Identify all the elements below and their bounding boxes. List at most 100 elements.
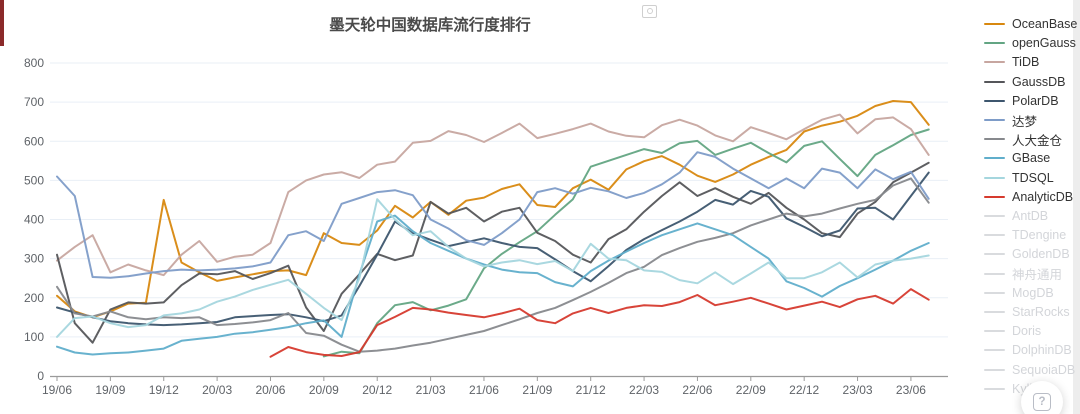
legend-swatch: [984, 61, 1005, 64]
legend-swatch: [984, 310, 1005, 314]
legend-swatch: [984, 195, 1005, 198]
legend-label: GBase: [1012, 151, 1051, 166]
legend-swatch: [984, 368, 1005, 371]
legend-item-TiDB[interactable]: TiDB: [984, 53, 1039, 71]
y-axis-label: 700: [24, 95, 44, 109]
legend-swatch: [984, 22, 1005, 26]
legend-item-人大金仓[interactable]: 人大金仓: [984, 130, 1062, 148]
legend-label: DolphinDB: [1012, 343, 1072, 358]
legend-item-StarRocks[interactable]: StarRocks: [984, 303, 1070, 321]
y-axis-label: 600: [24, 134, 44, 148]
x-axis-label: 21/12: [576, 383, 606, 397]
legend-item-Doris[interactable]: Doris: [984, 322, 1041, 340]
legend-swatch: [984, 387, 1005, 390]
x-axis-label: 21/06: [469, 383, 499, 397]
y-axis-label: 300: [24, 252, 44, 266]
y-axis-label: 100: [24, 330, 44, 344]
legend-swatch: [984, 99, 1005, 102]
legend-swatch: [984, 80, 1005, 83]
series-line-TDSQL: [56, 198, 930, 338]
left-edge-accent: [0, 0, 4, 46]
legend-item-达梦[interactable]: 达梦: [984, 111, 1037, 129]
legend-item-MogDB[interactable]: MogDB: [984, 284, 1054, 302]
chart-title: 墨天轮中国数据库流行度排行: [329, 17, 531, 34]
x-axis-label: 22/06: [682, 383, 712, 397]
series-line-GaussDB: [56, 161, 930, 344]
legend-label: 神舟通用: [1012, 268, 1063, 283]
y-axis-label: 400: [24, 213, 44, 227]
series-line-openGauss: [322, 128, 930, 358]
legend-item-AnalyticDB[interactable]: AnalyticDB: [984, 188, 1073, 206]
chart-legend: OceanBase openGauss TiDB GaussDB PolarDB 达梦人大…: [984, 0, 1080, 414]
right-edge-band: [1073, 0, 1080, 414]
y-axis-label: 800: [24, 56, 44, 70]
legend-label: GaussDB: [1012, 74, 1066, 89]
legend-swatch: [984, 214, 1005, 218]
x-axis-label: 22/12: [789, 383, 819, 397]
y-axis-label: 200: [24, 291, 44, 305]
legend-swatch: [984, 42, 1005, 45]
legend-item-GBase[interactable]: GBase: [984, 149, 1050, 167]
legend-label: 人大金仓: [1012, 133, 1063, 148]
y-axis-label: 0: [37, 369, 44, 383]
y-axis-label: 500: [24, 173, 44, 187]
legend-item-SequoiaDB[interactable]: SequoiaDB: [984, 361, 1075, 379]
legend-label: GoldenDB: [1012, 247, 1070, 262]
legend-label: TiDB: [1012, 55, 1040, 70]
legend-item-DolphinDB[interactable]: DolphinDB: [984, 341, 1072, 359]
series-line-TiDB: [56, 113, 930, 277]
x-axis-label: 20/12: [362, 383, 392, 397]
x-axis-label: 19/09: [95, 383, 125, 397]
legend-swatch: [984, 176, 1005, 179]
legend-label: SequoiaDB: [1012, 362, 1076, 377]
legend-label: TDSQL: [1012, 170, 1054, 185]
legend-label: 达梦: [1012, 114, 1038, 129]
x-axis-label: 20/03: [202, 383, 232, 397]
legend-label: PolarDB: [1012, 93, 1059, 108]
legend-label: MogDB: [1012, 285, 1054, 300]
x-axis-label: 19/06: [42, 383, 72, 397]
legend-item-GaussDB[interactable]: GaussDB: [984, 73, 1066, 91]
legend-item-神舟通用[interactable]: 神舟通用: [984, 265, 1062, 283]
legend-label: Doris: [1012, 324, 1042, 339]
legend-swatch: [984, 330, 1005, 333]
legend-label: AnalyticDB: [1012, 189, 1074, 204]
x-axis-label: 21/09: [522, 383, 552, 397]
x-axis-label: 23/06: [896, 383, 926, 397]
legend-item-OceanBase[interactable]: OceanBase: [984, 15, 1077, 33]
series-line-GBase: [56, 214, 930, 356]
x-axis-label: 20/09: [309, 383, 339, 397]
legend-swatch: [984, 138, 1005, 141]
series-line-AnalyticDB: [269, 288, 930, 358]
legend-label: TDengine: [1012, 228, 1067, 243]
series-line-人大金仓: [56, 177, 930, 353]
legend-swatch: [984, 157, 1005, 160]
legend-label: openGauss: [1012, 36, 1076, 51]
x-axis-label: 20/06: [255, 383, 285, 397]
help-button[interactable]: ?: [1021, 381, 1063, 414]
legend-item-TDengine[interactable]: TDengine: [984, 226, 1066, 244]
legend-label: OceanBase: [1012, 17, 1078, 31]
x-axis-label: 22/09: [736, 383, 766, 397]
legend-item-TDSQL[interactable]: TDSQL: [984, 169, 1054, 187]
toolbox-camera-icon[interactable]: [642, 5, 657, 18]
legend-label: StarRocks: [1012, 305, 1070, 319]
legend-swatch: [984, 118, 1005, 122]
legend-swatch: [984, 272, 1005, 275]
legend-label: AntDB: [1012, 209, 1049, 223]
help-icon: ?: [1033, 393, 1051, 411]
x-axis-label: 21/03: [416, 383, 446, 397]
x-axis-label: 22/03: [629, 383, 659, 397]
legend-item-openGauss[interactable]: openGauss: [984, 34, 1076, 52]
series-line-达梦: [56, 151, 930, 279]
legend-swatch: [984, 234, 1005, 237]
x-axis-label: 23/03: [843, 383, 873, 397]
legend-item-AntDB[interactable]: AntDB: [984, 207, 1048, 225]
legend-swatch: [984, 253, 1005, 256]
legend-swatch: [984, 291, 1005, 294]
legend-item-GoldenDB[interactable]: GoldenDB: [984, 245, 1070, 263]
legend-swatch: [984, 349, 1005, 352]
legend-item-PolarDB[interactable]: PolarDB: [984, 92, 1059, 110]
